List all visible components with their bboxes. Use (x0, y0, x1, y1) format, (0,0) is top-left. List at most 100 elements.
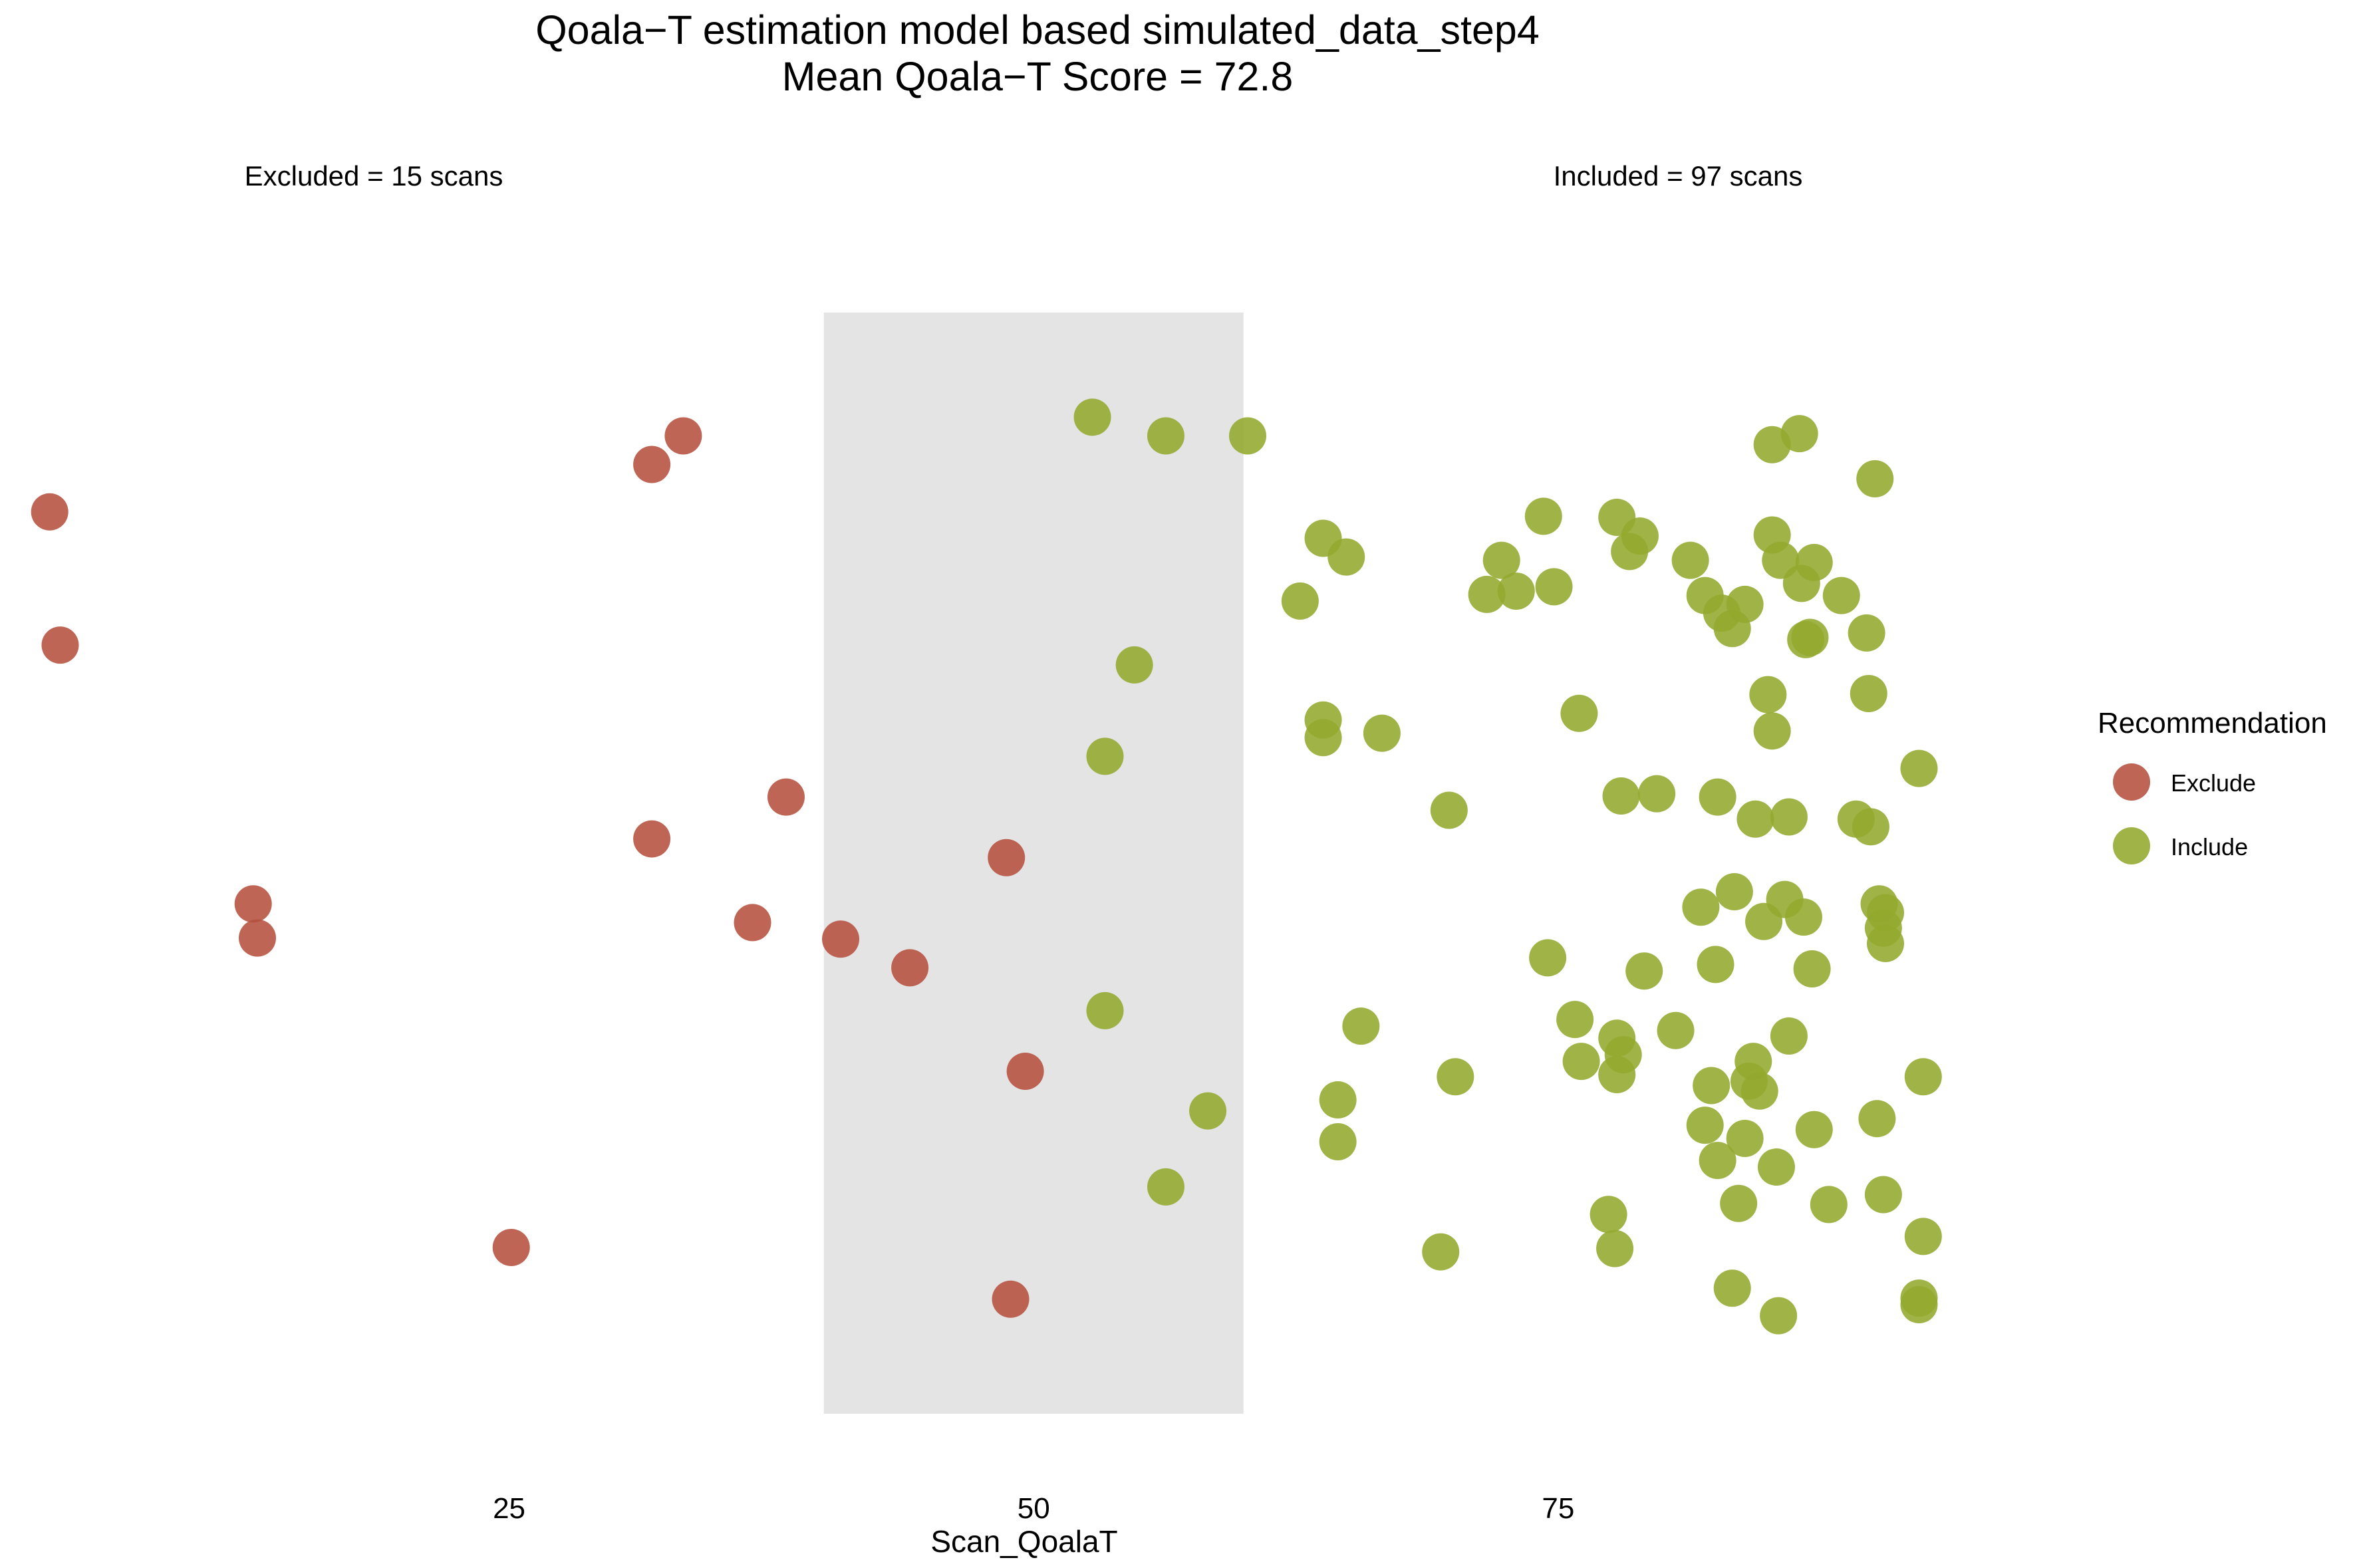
data-point-include (1760, 1297, 1798, 1335)
data-point-include (1468, 575, 1506, 613)
data-point-exclude (41, 626, 79, 664)
data-point-include (1686, 1107, 1724, 1144)
data-point-include (1596, 1230, 1634, 1267)
legend-label-exclude: Exclude (2171, 769, 2256, 797)
data-point-include (1327, 538, 1365, 576)
data-point-include (1535, 568, 1573, 606)
data-point-include (1852, 808, 1889, 846)
grey-zone-band (823, 313, 1244, 1414)
data-point-include (1621, 517, 1659, 555)
data-point-include (1736, 800, 1774, 838)
data-point-include (1784, 898, 1822, 936)
data-point-include (1147, 1168, 1184, 1206)
chart-title: Qoala−T estimation model based simulated… (535, 7, 1540, 53)
data-point-include (1900, 1286, 1938, 1324)
data-point-include (1780, 415, 1818, 453)
data-point-include (1858, 1100, 1896, 1138)
x-axis-label: Scan_QoalaT (930, 1524, 1117, 1559)
data-point-include (1757, 1148, 1795, 1186)
data-point-include (1697, 946, 1734, 983)
data-point-include (1900, 749, 1938, 787)
data-point-include (1638, 775, 1676, 813)
chart-subtitle: Mean Qoala−T Score = 72.8 (782, 54, 1294, 99)
data-point-include (1319, 1122, 1357, 1160)
data-point-include (1793, 950, 1831, 987)
data-point-exclude (633, 446, 671, 483)
data-point-include (1726, 1120, 1764, 1157)
data-point-include (1693, 1067, 1731, 1105)
data-point-exclude (992, 1280, 1030, 1318)
data-point-include (1086, 991, 1124, 1029)
excluded-count-annotation: Excluded = 15 scans (245, 160, 503, 192)
legend-swatch-exclude (2113, 763, 2150, 801)
data-point-exclude (734, 904, 771, 942)
x-tick-label: 50 (1018, 1492, 1050, 1525)
data-point-include (1529, 939, 1567, 977)
data-point-exclude (891, 949, 929, 987)
data-point-include (1560, 694, 1598, 732)
data-point-exclude (767, 778, 805, 816)
data-point-include (1726, 585, 1764, 623)
data-point-include (1867, 924, 1905, 962)
data-point-exclude (1006, 1052, 1044, 1090)
data-point-exclude (822, 920, 859, 958)
data-point-include (1795, 543, 1833, 581)
data-point-include (1822, 577, 1860, 614)
data-point-include (1867, 894, 1905, 932)
x-tick-label: 25 (493, 1492, 525, 1525)
x-axis-ticks: 25 50 75 (493, 1492, 1574, 1525)
data-point-include (1430, 791, 1468, 829)
points-layer (31, 398, 1942, 1335)
data-point-include (1904, 1058, 1942, 1096)
data-point-include (1856, 460, 1894, 498)
data-point-include (1740, 1072, 1778, 1110)
data-point-include (1625, 952, 1663, 990)
data-point-exclude (664, 417, 702, 455)
data-point-include (1422, 1233, 1460, 1271)
data-point-include (1497, 572, 1535, 610)
data-point-include (1147, 417, 1184, 455)
data-point-include (1791, 618, 1829, 656)
data-point-include (1699, 1142, 1736, 1180)
data-point-include (1304, 719, 1342, 757)
data-point-include (1115, 646, 1153, 684)
data-point-include (1229, 417, 1266, 455)
data-point-exclude (492, 1228, 530, 1266)
data-point-include (1720, 1184, 1758, 1222)
data-point-exclude (239, 919, 277, 957)
data-point-include (1281, 582, 1319, 620)
data-point-include (1657, 1011, 1695, 1049)
data-point-include (1319, 1081, 1357, 1119)
data-point-include (1590, 1196, 1627, 1234)
data-point-include (1437, 1058, 1474, 1096)
data-point-include (1073, 398, 1111, 436)
legend-title: Recommendation (2098, 707, 2327, 739)
data-point-exclude (633, 820, 671, 858)
data-point-include (1602, 777, 1640, 815)
data-point-include (1562, 1043, 1600, 1081)
data-point-include (1848, 614, 1885, 652)
data-point-include (1770, 798, 1808, 836)
data-point-include (1482, 541, 1520, 579)
data-point-include (1086, 737, 1124, 775)
data-point-include (1189, 1092, 1227, 1130)
data-point-include (1342, 1007, 1380, 1045)
data-point-include (1713, 1269, 1751, 1307)
data-point-include (1524, 497, 1562, 535)
data-point-exclude (988, 839, 1026, 876)
data-point-include (1770, 1017, 1808, 1055)
data-point-include (1671, 541, 1709, 579)
data-point-include (1795, 1111, 1833, 1148)
legend-swatch-include (2113, 827, 2150, 864)
included-count-annotation: Included = 97 scans (1554, 160, 1803, 192)
data-point-include (1749, 676, 1787, 714)
data-point-include (1864, 1176, 1902, 1214)
legend: Recommendation Exclude Include (2098, 707, 2327, 864)
data-point-include (1363, 714, 1401, 752)
data-point-include (1682, 888, 1720, 926)
data-point-include (1904, 1218, 1942, 1255)
data-point-exclude (234, 885, 272, 923)
x-tick-label: 75 (1542, 1492, 1574, 1525)
legend-label-include: Include (2171, 833, 2248, 860)
